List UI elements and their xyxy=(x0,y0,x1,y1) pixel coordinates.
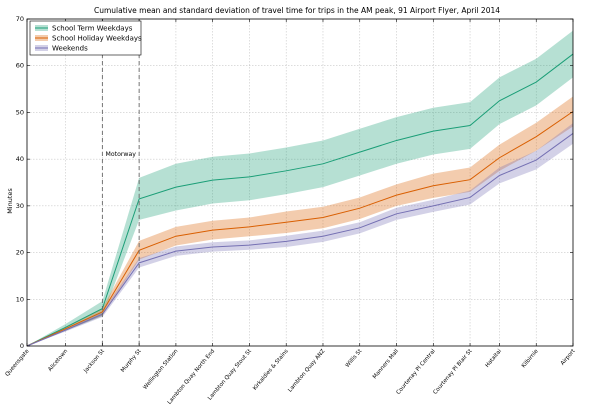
y-tick-label: 70 xyxy=(16,15,24,23)
x-tick-label: Lambton Quay Stout St xyxy=(207,348,253,402)
legend-label: Weekends xyxy=(52,45,88,53)
x-tick-label: Murphy St xyxy=(120,348,143,374)
std-band-1 xyxy=(27,96,573,346)
y-axis-label: Minutes xyxy=(6,188,14,214)
x-tick-label: Lambton Quay ANZ xyxy=(287,348,326,393)
x-tick-label: Airport xyxy=(560,348,577,367)
x-tick-label: Kirkaldies & Stains xyxy=(252,348,290,391)
x-tick-label: Courtenay Pl Central xyxy=(396,348,438,396)
annotations: Motorway xyxy=(101,19,140,346)
y-tick-label: 0 xyxy=(20,342,24,350)
y-tick-label: 20 xyxy=(16,249,24,257)
y-tick-label: 50 xyxy=(16,108,24,116)
x-tick-label: Hataitai xyxy=(485,348,504,369)
legend-box xyxy=(29,20,142,56)
series-line-0 xyxy=(26,53,574,347)
legend-label: School Holiday Weekdays xyxy=(52,35,142,43)
y-ticks: 0 10 20 30 40 50 60 70 xyxy=(16,15,573,350)
x-tick-label: Manners Mall xyxy=(372,348,400,380)
y-tick-label: 10 xyxy=(16,295,24,303)
legend: School Term Weekdays School Holiday Weekd… xyxy=(29,20,142,56)
x-tick-label: Queensgate xyxy=(5,348,31,378)
series-lines xyxy=(26,53,574,347)
legend-label: School Term Weekdays xyxy=(52,25,133,33)
x-tick-label: Wellington Station xyxy=(142,348,179,391)
std-band-0 xyxy=(27,30,573,347)
x-tick-label: Kilbirnie xyxy=(521,348,540,369)
y-tick-label: 30 xyxy=(16,202,24,210)
plot-frame xyxy=(26,18,574,347)
x-tick-label: Willis St xyxy=(345,348,364,369)
y-tick-label: 40 xyxy=(16,155,24,163)
y-tick-label: 60 xyxy=(16,62,24,70)
x-tick-label: Alicetown xyxy=(47,348,69,373)
std-band-2 xyxy=(27,123,573,346)
std-bands xyxy=(27,30,573,347)
x-tick-label: Jackson St xyxy=(82,348,106,375)
chart-title: Cumulative mean and standard deviation o… xyxy=(94,6,500,15)
annotation-label: Motorway xyxy=(106,151,137,158)
series-line-2 xyxy=(26,133,574,347)
series-line-1 xyxy=(26,111,574,347)
x-tick-label: Courtenay Pl Blair St xyxy=(432,348,474,396)
